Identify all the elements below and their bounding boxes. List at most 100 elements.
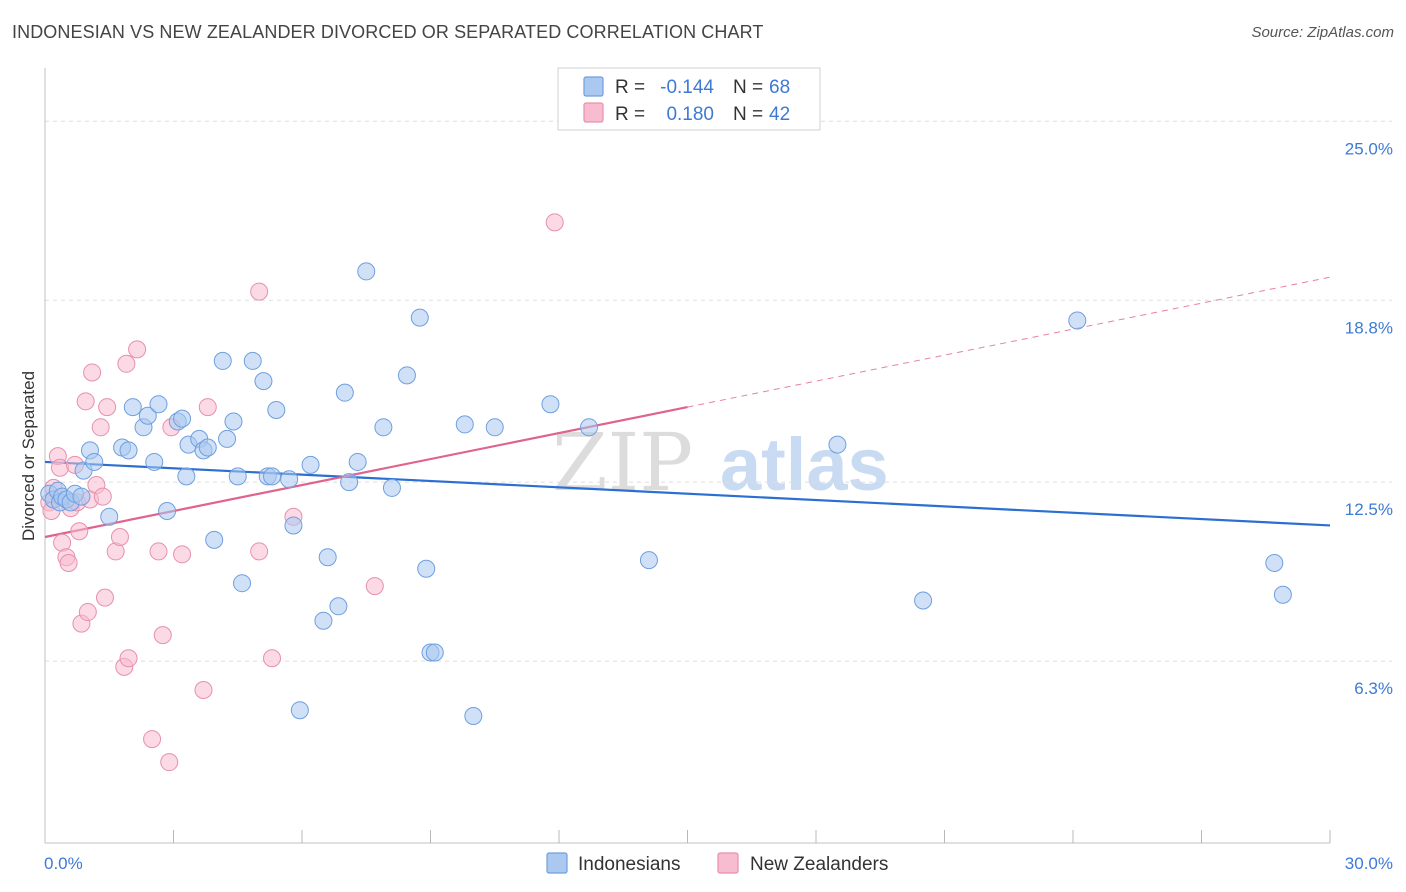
bottom-legend-new-zealanders: New Zealanders [750, 854, 888, 875]
point-indonesians [1273, 585, 1292, 604]
bottom-legend: Indonesians New Zealanders [546, 852, 888, 875]
point-new-zealanders [198, 398, 217, 417]
y-tick-label: 25.0% [1345, 139, 1393, 158]
point-new-zealanders [70, 522, 89, 541]
point-indonesians [374, 418, 393, 437]
point-indonesians [318, 548, 337, 567]
point-indonesians [425, 643, 444, 662]
tick-labels: 6.3% 12.5% 18.8% 25.0% 0.0% 30.0% [44, 139, 1393, 873]
point-indonesians [228, 467, 247, 486]
point-indonesians [218, 429, 237, 448]
point-indonesians [205, 530, 224, 549]
point-indonesians [145, 452, 164, 471]
point-indonesians [464, 706, 483, 725]
y-axis-label: Divorced or Separated [19, 371, 38, 541]
point-indonesians [455, 415, 474, 434]
point-indonesians [149, 395, 168, 414]
point-indonesians [914, 591, 933, 610]
point-indonesians [284, 516, 303, 535]
point-indonesians [828, 435, 847, 454]
point-new-zealanders [173, 545, 192, 564]
point-indonesians [267, 400, 286, 419]
point-indonesians [301, 455, 320, 474]
legend-r-value-2: 0.180 [666, 104, 714, 125]
point-new-zealanders [250, 282, 269, 301]
point-indonesians [357, 262, 376, 281]
point-indonesians [639, 551, 658, 570]
point-new-zealanders [95, 588, 114, 607]
x-tick-label-min: 0.0% [44, 854, 83, 873]
legend-r-label-2: R = [615, 104, 645, 125]
point-new-zealanders [91, 418, 110, 437]
point-indonesians [263, 467, 282, 486]
point-new-zealanders [128, 340, 147, 359]
legend-n-value-2: 42 [769, 104, 790, 125]
legend-r-label-1: R = [615, 77, 645, 98]
point-indonesians [417, 559, 436, 578]
source-label: Source: ZipAtlas.com [1251, 24, 1394, 41]
point-indonesians [329, 597, 348, 616]
point-new-zealanders [263, 649, 282, 668]
point-new-zealanders [153, 626, 172, 645]
legend-n-value-1: 68 [769, 77, 790, 98]
watermark-atlas: atlas [720, 423, 889, 506]
axes [44, 68, 1331, 844]
point-indonesians [85, 452, 104, 471]
chart-title: INDONESIAN VS NEW ZEALANDER DIVORCED OR … [12, 22, 764, 42]
point-indonesians [243, 351, 262, 370]
point-indonesians [579, 418, 598, 437]
point-new-zealanders [76, 392, 95, 411]
legend-r-value-1: -0.144 [660, 77, 714, 98]
bottom-legend-swatch-new-zealanders [717, 852, 739, 874]
x-tick-label-max: 30.0% [1345, 854, 1393, 873]
point-new-zealanders [110, 528, 129, 546]
legend-n-label-1: N = [733, 77, 763, 98]
point-new-zealanders [83, 363, 102, 382]
trend-line-extension-new-zealanders [687, 276, 1331, 408]
point-indonesians [280, 470, 299, 489]
point-new-zealanders [78, 603, 97, 622]
point-indonesians [177, 467, 196, 486]
point-indonesians [213, 351, 232, 370]
point-new-zealanders [160, 753, 179, 772]
point-indonesians [290, 701, 309, 720]
point-new-zealanders [98, 398, 117, 417]
y-tick-label: 18.8% [1345, 318, 1393, 337]
point-new-zealanders [59, 553, 78, 572]
point-indonesians [100, 507, 119, 526]
data-points [40, 213, 1292, 772]
trend-line-indonesians [44, 460, 1331, 527]
point-indonesians [1265, 553, 1284, 572]
point-indonesians [541, 395, 560, 414]
point-indonesians [348, 452, 367, 471]
point-indonesians [314, 611, 333, 630]
point-indonesians [198, 438, 217, 457]
point-new-zealanders [545, 213, 564, 232]
y-tick-label: 6.3% [1354, 679, 1393, 698]
y-tick-label: 12.5% [1345, 500, 1393, 519]
legend-n-label-2: N = [733, 104, 763, 125]
legend-box: R = -0.144 N = 68 R = 0.180 N = 42 [557, 67, 821, 131]
legend-swatch-indonesians [583, 76, 604, 97]
point-indonesians [340, 473, 359, 492]
point-new-zealanders [149, 542, 168, 561]
point-indonesians [123, 398, 142, 417]
point-indonesians [158, 502, 177, 521]
point-new-zealanders [117, 354, 136, 373]
point-new-zealanders [365, 577, 384, 596]
legend-swatch-new-zealanders [583, 102, 604, 123]
point-indonesians [173, 409, 192, 428]
point-indonesians [397, 366, 416, 385]
point-new-zealanders [143, 730, 162, 749]
bottom-legend-swatch-indonesians [546, 852, 568, 874]
bottom-legend-indonesians: Indonesians [578, 854, 680, 875]
point-indonesians [233, 574, 252, 593]
point-indonesians [72, 487, 91, 506]
point-new-zealanders [119, 649, 138, 668]
point-indonesians [224, 412, 243, 431]
point-indonesians [254, 372, 273, 391]
point-new-zealanders [50, 458, 69, 477]
point-indonesians [485, 418, 504, 437]
point-indonesians [1068, 311, 1087, 330]
